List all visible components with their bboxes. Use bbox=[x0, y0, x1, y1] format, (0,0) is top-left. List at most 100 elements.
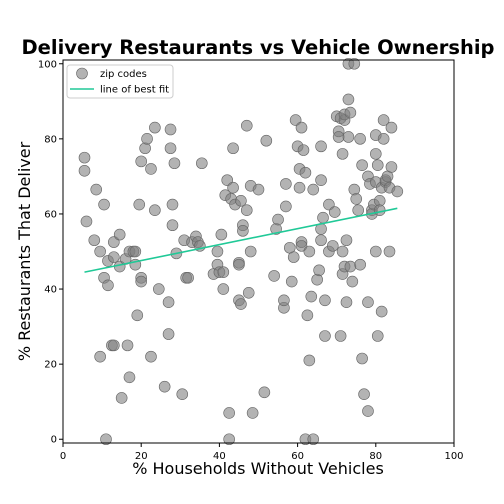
data-point bbox=[164, 142, 177, 155]
data-point bbox=[252, 183, 265, 196]
data-point bbox=[315, 234, 327, 247]
legend: zip codes line of best fit bbox=[66, 64, 174, 99]
data-point bbox=[246, 407, 259, 419]
data-point bbox=[78, 151, 91, 164]
data-point bbox=[260, 134, 273, 147]
data-point bbox=[280, 178, 292, 190]
data-point bbox=[131, 309, 144, 322]
data-point bbox=[272, 213, 284, 226]
data-point bbox=[164, 123, 177, 136]
data-point bbox=[334, 330, 347, 342]
data-point bbox=[149, 204, 161, 216]
data-point bbox=[78, 164, 91, 177]
data-point bbox=[371, 159, 384, 171]
legend-label-fit-line: line of best fit bbox=[100, 85, 169, 96]
data-point bbox=[235, 195, 247, 207]
data-point bbox=[100, 433, 112, 446]
data-point bbox=[301, 309, 314, 322]
data-point bbox=[162, 296, 175, 308]
data-point bbox=[295, 121, 308, 134]
data-point bbox=[287, 251, 300, 263]
data-point bbox=[166, 198, 179, 211]
legend-marker-points bbox=[76, 67, 88, 80]
data-point bbox=[240, 204, 253, 216]
data-point bbox=[215, 228, 228, 241]
y-tick-label: 20 bbox=[44, 360, 57, 371]
chart-title: Delivery Restaurants vs Vehicle Ownershi… bbox=[21, 36, 494, 59]
data-point bbox=[176, 388, 189, 400]
data-point bbox=[227, 142, 239, 155]
fit-line-layer bbox=[84, 207, 398, 273]
data-point bbox=[356, 352, 368, 365]
data-point bbox=[342, 93, 355, 106]
data-point bbox=[158, 380, 171, 393]
data-point bbox=[123, 371, 136, 384]
data-point bbox=[94, 245, 106, 258]
data-point bbox=[315, 174, 327, 186]
data-point bbox=[352, 204, 365, 216]
data-point bbox=[391, 185, 404, 198]
data-point bbox=[350, 193, 363, 205]
best-fit-line bbox=[84, 207, 398, 273]
data-point bbox=[227, 181, 239, 194]
x-axis-ticks: 0 20 40 60 80 100 bbox=[60, 443, 464, 462]
y-tick-label: 40 bbox=[44, 285, 57, 296]
data-point bbox=[354, 258, 366, 271]
data-point bbox=[373, 204, 386, 216]
data-point bbox=[303, 354, 316, 367]
data-point bbox=[356, 159, 368, 171]
data-point bbox=[166, 219, 179, 232]
y-axis-label: % Restaurants That Deliver bbox=[15, 141, 34, 361]
data-point bbox=[278, 294, 290, 307]
data-point bbox=[280, 200, 292, 213]
data-point bbox=[102, 279, 114, 292]
data-point bbox=[153, 283, 165, 295]
data-point bbox=[285, 275, 298, 288]
data-point bbox=[311, 273, 323, 286]
data-point bbox=[145, 350, 157, 363]
data-point bbox=[108, 251, 120, 263]
data-point bbox=[211, 245, 224, 258]
data-point bbox=[141, 133, 153, 145]
data-point bbox=[258, 386, 271, 399]
x-tick-label: 0 bbox=[60, 451, 66, 462]
data-point bbox=[344, 260, 357, 273]
data-points bbox=[78, 57, 404, 446]
data-point bbox=[313, 264, 325, 277]
data-point bbox=[113, 228, 126, 241]
data-point bbox=[240, 119, 253, 132]
data-point bbox=[90, 183, 103, 196]
data-point bbox=[242, 286, 255, 299]
data-point bbox=[369, 245, 382, 258]
data-point bbox=[108, 339, 120, 352]
data-point bbox=[315, 140, 327, 153]
x-tick-label: 40 bbox=[213, 451, 226, 462]
data-point bbox=[383, 245, 396, 258]
data-point bbox=[297, 144, 310, 156]
data-point bbox=[217, 283, 230, 295]
data-point bbox=[307, 183, 320, 196]
data-point bbox=[319, 330, 331, 342]
y-tick-label: 0 bbox=[51, 435, 57, 446]
y-tick-label: 60 bbox=[44, 209, 57, 220]
data-point bbox=[293, 181, 306, 194]
plot-frame bbox=[62, 59, 455, 444]
data-point bbox=[307, 433, 320, 446]
legend-label-points: zip codes bbox=[100, 69, 147, 80]
data-point bbox=[385, 161, 398, 173]
data-point bbox=[88, 234, 101, 247]
data-point bbox=[362, 405, 374, 417]
data-point bbox=[268, 270, 280, 282]
plot-area bbox=[63, 60, 454, 443]
data-point bbox=[94, 350, 106, 363]
data-point bbox=[135, 155, 147, 168]
data-point bbox=[362, 296, 374, 308]
data-point bbox=[348, 57, 361, 70]
data-point bbox=[369, 148, 382, 160]
data-point bbox=[223, 407, 235, 419]
data-point bbox=[371, 330, 384, 342]
data-point bbox=[336, 245, 349, 258]
data-point bbox=[354, 133, 366, 145]
data-point bbox=[342, 131, 355, 143]
